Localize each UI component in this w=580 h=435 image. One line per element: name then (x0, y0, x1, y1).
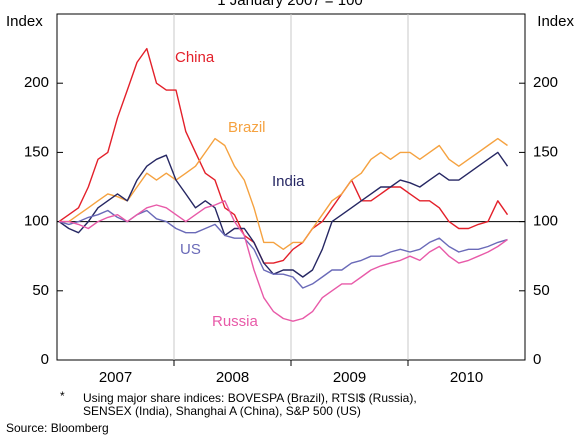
y-tick-label: 200 (24, 74, 49, 91)
series-label: Brazil (228, 119, 266, 136)
series-label: India (272, 173, 305, 190)
y2-tick-label: 100 (533, 213, 558, 230)
y-axis-label: Index (6, 13, 43, 30)
y-tick-label: 50 (32, 282, 49, 299)
y2-tick-label: 50 (533, 282, 550, 299)
note-line: Using major share indices: BOVESPA (Braz… (83, 391, 417, 405)
x-tick-label: 2010 (450, 369, 483, 386)
y2-tick-label: 150 (533, 143, 558, 160)
series-line (58, 47, 509, 264)
series-label: Russia (212, 313, 259, 330)
source: Source: Bloomberg (6, 421, 109, 435)
series-line (59, 200, 508, 322)
note-marker: * (60, 389, 65, 403)
y2-axis-label: Index (537, 13, 574, 30)
y2-tick-label: 200 (533, 74, 558, 91)
x-tick-label: 2007 (99, 369, 132, 386)
series-label: China (175, 49, 215, 66)
subtitle: 1 January 2007 = 100 (217, 0, 363, 9)
x-tick-label: 2009 (333, 369, 366, 386)
y-tick-label: 0 (41, 351, 49, 368)
x-tick-label: 2008 (216, 369, 249, 386)
series-label: US (180, 241, 201, 258)
y2-tick-label: 0 (533, 351, 541, 368)
note-line: SENSEX (India), Shanghai A (China), S&P … (83, 404, 361, 418)
y-tick-label: 150 (24, 143, 49, 160)
series-line (58, 151, 509, 278)
y-tick-label: 100 (24, 213, 49, 230)
series-line (59, 137, 508, 250)
